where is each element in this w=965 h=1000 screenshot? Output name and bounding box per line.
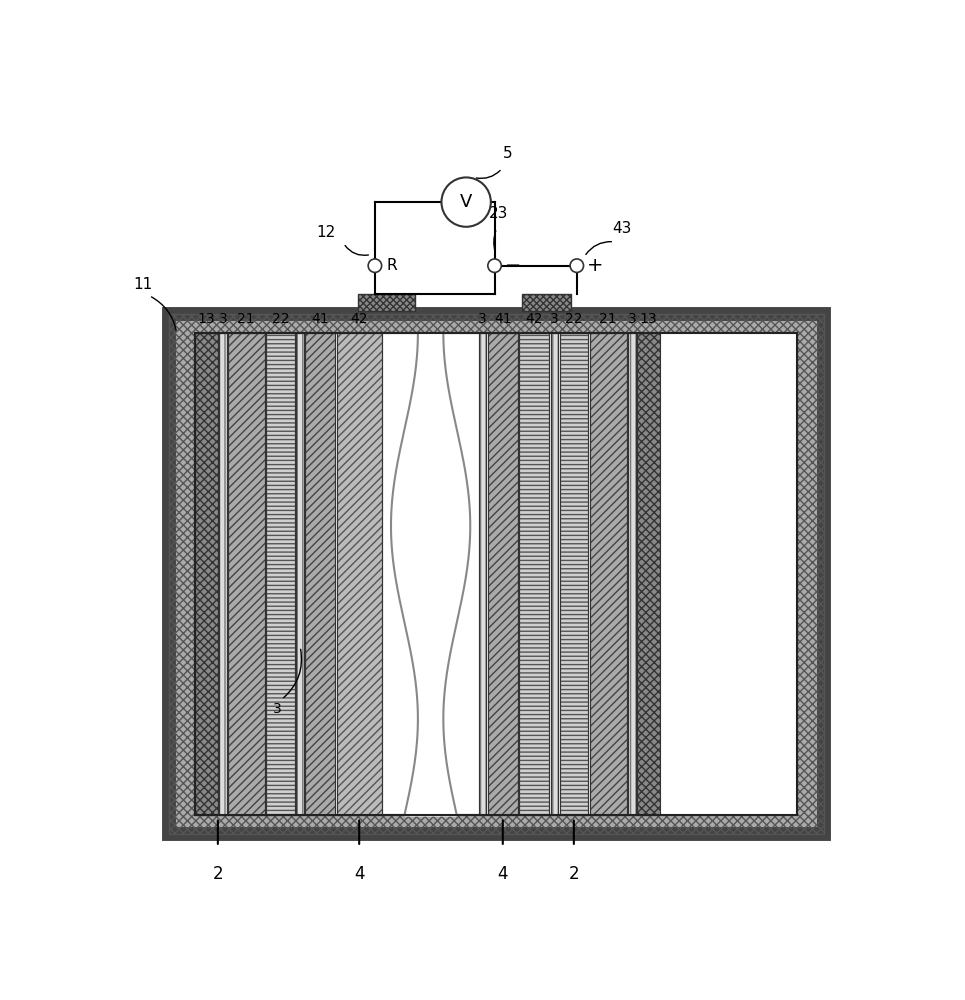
Bar <box>358 294 415 311</box>
Bar <box>195 333 797 815</box>
Text: 3: 3 <box>479 312 487 326</box>
Bar <box>551 333 558 815</box>
Text: 41: 41 <box>494 312 511 326</box>
Bar <box>560 333 588 815</box>
Circle shape <box>441 177 491 227</box>
Text: 3: 3 <box>273 702 282 716</box>
Bar <box>551 333 558 815</box>
Bar <box>228 333 265 815</box>
Bar <box>479 333 486 815</box>
Bar <box>522 294 571 311</box>
Bar <box>519 333 549 815</box>
Bar <box>488 333 518 815</box>
Bar <box>479 333 486 815</box>
Text: 3: 3 <box>550 312 559 326</box>
Text: 5: 5 <box>503 146 512 161</box>
Bar <box>560 333 588 815</box>
Text: 43: 43 <box>612 221 631 236</box>
Text: 42: 42 <box>526 312 543 326</box>
Bar <box>638 333 660 815</box>
Bar <box>219 333 227 815</box>
Bar <box>628 333 636 815</box>
Bar <box>488 333 518 815</box>
Text: 42: 42 <box>350 312 368 326</box>
Text: 4: 4 <box>498 865 508 883</box>
Bar <box>195 333 797 815</box>
Bar <box>169 314 824 834</box>
Text: 22: 22 <box>272 312 290 326</box>
Text: −: − <box>505 256 521 275</box>
Bar <box>590 333 627 815</box>
Text: 3: 3 <box>628 312 637 326</box>
Bar <box>628 333 636 815</box>
Text: 11: 11 <box>133 277 152 292</box>
Bar <box>519 333 549 815</box>
Bar <box>296 333 304 815</box>
Bar <box>169 314 824 834</box>
Bar <box>305 333 335 815</box>
Text: V: V <box>460 193 472 211</box>
Text: R: R <box>386 258 397 273</box>
Text: 21: 21 <box>237 312 255 326</box>
Bar <box>266 333 295 815</box>
Circle shape <box>369 259 381 272</box>
Bar <box>195 333 218 815</box>
Bar <box>219 333 227 815</box>
Text: +: + <box>588 256 604 275</box>
Bar <box>266 333 295 815</box>
Text: 23: 23 <box>488 206 508 221</box>
Text: 12: 12 <box>317 225 336 240</box>
Text: 21: 21 <box>599 312 617 326</box>
Bar <box>305 333 335 815</box>
Bar <box>337 333 381 815</box>
Bar <box>638 333 660 815</box>
Text: 4: 4 <box>354 865 365 883</box>
Text: 2: 2 <box>568 865 579 883</box>
Text: 41: 41 <box>312 312 329 326</box>
Text: 3: 3 <box>219 312 228 326</box>
Bar <box>661 333 797 815</box>
Bar <box>296 333 304 815</box>
Circle shape <box>488 259 501 272</box>
Text: 13: 13 <box>640 312 657 326</box>
Text: 2: 2 <box>212 865 223 883</box>
Text: 22: 22 <box>565 312 583 326</box>
Bar <box>590 333 627 815</box>
Text: 13: 13 <box>198 312 215 326</box>
Bar <box>228 333 265 815</box>
Bar <box>337 333 381 815</box>
Bar <box>195 333 218 815</box>
Circle shape <box>570 259 584 272</box>
